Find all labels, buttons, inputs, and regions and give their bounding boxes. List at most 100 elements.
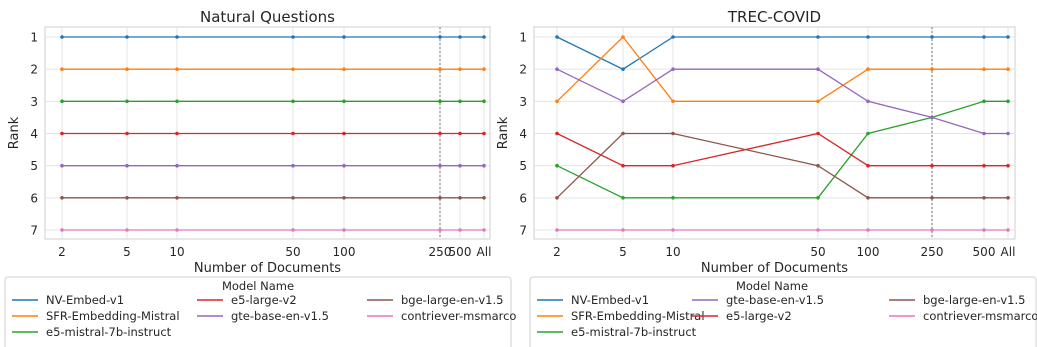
legend-label: e5-mistral-7b-instruct	[571, 325, 697, 339]
data-point	[671, 196, 675, 200]
data-point	[982, 196, 986, 200]
data-point	[930, 35, 934, 39]
data-point	[125, 131, 129, 136]
legend-label: e5-large-v2	[231, 293, 297, 307]
legend-item: contriever-msmarco	[889, 309, 1037, 323]
series-line-NV-Embed-v1	[555, 35, 1010, 71]
data-point	[930, 196, 934, 200]
data-point	[671, 67, 675, 71]
series-line-e5-mistral-7b-instruct	[60, 99, 486, 104]
data-point	[438, 131, 442, 136]
data-point	[125, 163, 129, 168]
data-point	[342, 228, 346, 232]
y-tick-label: 6	[30, 191, 38, 205]
legend-label: NV-Embed-v1	[571, 293, 649, 307]
y-tick-label: 4	[519, 127, 527, 141]
data-point	[458, 163, 462, 168]
x-tick-label: All	[477, 245, 492, 259]
legend-label: gte-base-en-v1.5	[726, 293, 824, 307]
data-point	[982, 67, 986, 71]
data-point	[342, 163, 346, 168]
data-point	[175, 99, 179, 104]
y-tick-label: 6	[519, 191, 527, 205]
legend-item: e5-mistral-7b-instruct	[12, 325, 172, 339]
data-point	[621, 99, 625, 104]
series-path	[556, 132, 1008, 199]
data-point	[291, 35, 295, 39]
data-point	[816, 163, 820, 168]
x-tick-label: 5	[123, 245, 131, 259]
data-point	[438, 35, 442, 39]
legend-item: SFR-Embedding-Mistral	[12, 309, 180, 323]
legend-label: e5-large-v2	[726, 309, 792, 323]
legend-item: gte-base-en-v1.5	[197, 309, 329, 323]
data-point	[621, 131, 625, 136]
data-point	[816, 131, 820, 136]
data-point	[60, 163, 64, 168]
series-line-contriever-msmarco	[60, 228, 486, 232]
y-tick-label: 4	[30, 127, 38, 141]
series-path	[556, 132, 1008, 167]
x-tick-label: 500	[449, 245, 472, 259]
x-tick-label: 2	[553, 245, 561, 259]
data-point	[866, 196, 870, 200]
series-line-bge-large-en-v1.5	[555, 131, 1010, 200]
data-point	[671, 35, 675, 39]
data-point	[816, 35, 820, 39]
data-point	[866, 67, 870, 71]
data-point	[60, 35, 64, 39]
legend-label: contriever-msmarco	[923, 309, 1037, 323]
data-point	[621, 35, 625, 39]
series-line-SFR-Embedding-Mistral	[60, 67, 486, 71]
data-point	[438, 228, 442, 232]
data-point	[342, 67, 346, 71]
data-point	[671, 99, 675, 104]
x-tick-label: 100	[857, 245, 880, 259]
data-point	[342, 35, 346, 39]
data-point	[458, 99, 462, 104]
data-point	[930, 115, 934, 120]
data-point	[175, 67, 179, 71]
data-point	[482, 131, 486, 136]
legend-item: e5-large-v2	[197, 293, 297, 307]
data-point	[866, 35, 870, 39]
data-point	[342, 131, 346, 136]
legend-label: SFR-Embedding-Mistral	[46, 309, 180, 323]
data-point	[291, 67, 295, 71]
legend-title: Model Name	[222, 279, 294, 293]
data-point	[816, 228, 820, 232]
x-tick-label: 50	[810, 245, 825, 259]
data-point	[482, 35, 486, 39]
data-point	[125, 99, 129, 104]
data-point	[175, 196, 179, 200]
data-point	[458, 196, 462, 200]
x-tick-label: 10	[169, 245, 184, 259]
data-point	[482, 196, 486, 200]
data-point	[291, 228, 295, 232]
legend-item: bge-large-en-v1.5	[367, 293, 503, 307]
data-point	[555, 67, 559, 71]
data-point	[458, 67, 462, 71]
data-point	[60, 131, 64, 136]
x-tick-label: 500	[973, 245, 996, 259]
legend-label: bge-large-en-v1.5	[923, 293, 1025, 307]
series-line-gte-base-en-v1.5	[60, 163, 486, 168]
legend: Model Name NV-Embed-v1 SFR-Embedding-Mistr…	[4, 276, 516, 347]
legend-label: e5-mistral-7b-instruct	[46, 325, 172, 339]
data-point	[291, 99, 295, 104]
chart-title: TREC-COVID	[727, 8, 821, 26]
legend-frame	[4, 276, 512, 347]
data-point	[438, 163, 442, 168]
data-point	[175, 35, 179, 39]
data-point	[621, 228, 625, 232]
x-axis-label: Number of Documents	[701, 261, 848, 276]
data-point	[60, 99, 64, 104]
data-point	[291, 131, 295, 136]
data-point	[555, 228, 559, 232]
data-point	[458, 228, 462, 232]
legend-item: NV-Embed-v1	[12, 293, 124, 307]
legend-item: gte-base-en-v1.5	[692, 293, 824, 307]
legend-label: NV-Embed-v1	[46, 293, 124, 307]
